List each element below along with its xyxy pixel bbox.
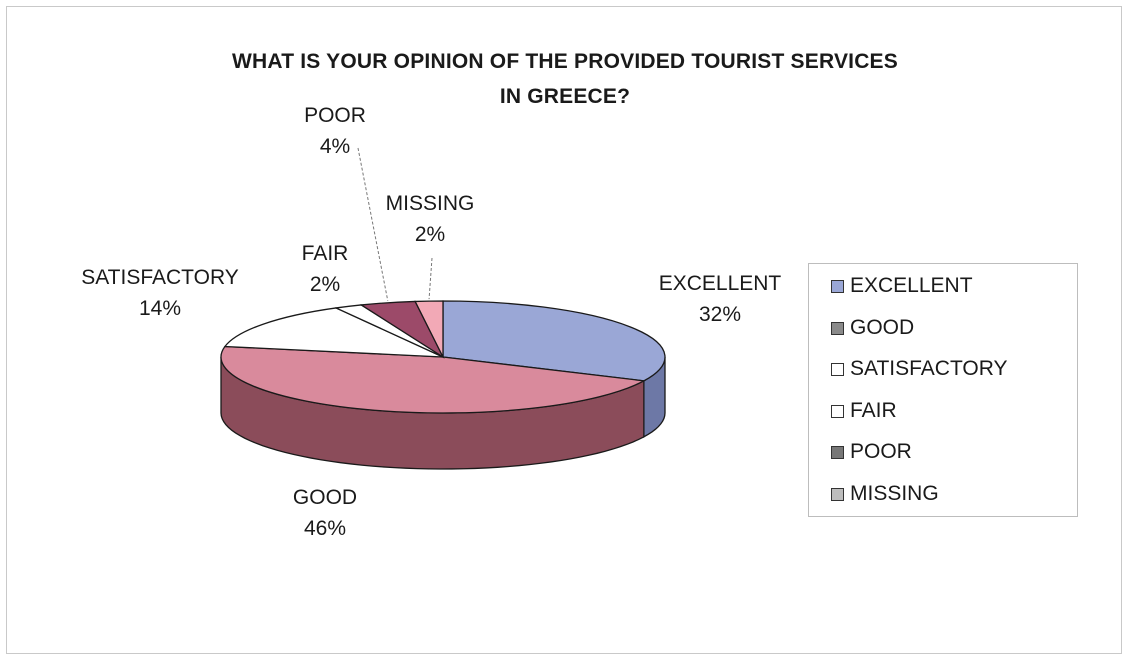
data-label-poor-name: POOR xyxy=(304,104,366,127)
legend-swatch-satisfactory xyxy=(831,362,844,376)
data-label-excellent-value: 32% xyxy=(698,303,742,326)
legend-swatch-poor xyxy=(831,445,844,459)
legend-label-good: GOOD xyxy=(850,316,915,339)
leader-lines xyxy=(357,147,433,301)
pie-slice-good xyxy=(220,345,647,414)
pie-slice-missing xyxy=(414,300,444,358)
pie-slice-excellent xyxy=(442,300,666,382)
data-label-fair-value: 2% xyxy=(309,273,341,296)
data-label-good: GOOD 46% xyxy=(240,482,410,544)
data-label-satisfactory: SATISFACTORY 14% xyxy=(40,262,280,324)
data-label-fair-name: FAIR xyxy=(301,242,349,265)
legend-item-fair: FAIR xyxy=(831,397,897,425)
legend-swatch-good xyxy=(831,321,844,335)
data-label-excellent-name: EXCELLENT xyxy=(658,272,782,295)
legend-swatch-missing xyxy=(831,487,844,501)
legend-item-poor: POOR xyxy=(831,438,912,466)
legend-label-excellent: EXCELLENT xyxy=(850,274,973,297)
leader-line-poor xyxy=(357,147,389,301)
leader-line-missing xyxy=(428,257,433,300)
data-label-excellent: EXCELLENT 32% xyxy=(620,268,820,330)
pie-top xyxy=(220,300,666,414)
data-label-satisfactory-value: 14% xyxy=(138,297,182,320)
legend-item-good: GOOD xyxy=(831,314,914,342)
data-label-good-value: 46% xyxy=(303,517,347,540)
data-label-missing-name: MISSING xyxy=(385,192,475,215)
legend-item-satisfactory: SATISFACTORY xyxy=(831,355,1008,383)
data-label-fair: FAIR 2% xyxy=(280,238,370,300)
legend-label-fair: FAIR xyxy=(850,399,897,422)
data-label-poor-value: 4% xyxy=(319,135,351,158)
data-label-missing: MISSING 2% xyxy=(360,188,500,250)
legend-swatch-excellent xyxy=(831,279,844,293)
legend: EXCELLENT GOOD SATISFACTORY FAIR POOR MI… xyxy=(808,263,1078,517)
legend-label-satisfactory: SATISFACTORY xyxy=(850,357,1008,380)
legend-item-missing: MISSING xyxy=(831,480,939,508)
data-label-satisfactory-name: SATISFACTORY xyxy=(81,266,239,289)
legend-swatch-fair xyxy=(831,404,844,418)
data-label-missing-value: 2% xyxy=(414,223,446,246)
chart-title-line-2: IN GREECE? xyxy=(499,85,631,108)
chart-title-line-1: WHAT IS YOUR OPINION OF THE PROVIDED TOU… xyxy=(232,50,898,73)
legend-label-missing: MISSING xyxy=(850,482,939,505)
legend-item-excellent: EXCELLENT xyxy=(831,272,973,300)
data-label-good-name: GOOD xyxy=(292,486,358,509)
data-label-poor: POOR 4% xyxy=(285,100,385,162)
pie-slice-satisfactory xyxy=(223,307,444,358)
legend-label-poor: POOR xyxy=(850,440,912,463)
